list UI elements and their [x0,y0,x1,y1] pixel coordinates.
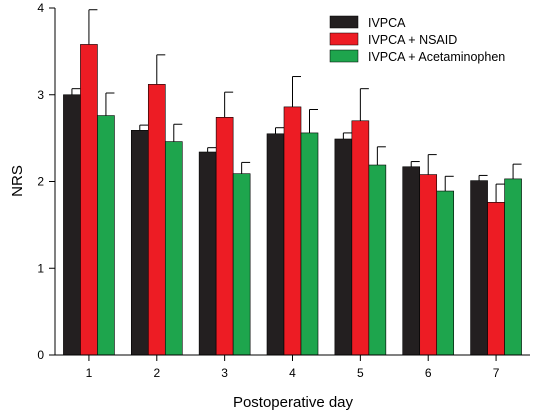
y-tick-label-0: 0 [37,348,44,362]
y-tick-label-3: 3 [37,88,44,102]
bar-3-day-6 [436,190,455,356]
y-axis-title: NRS [9,165,26,197]
legend-swatch-3 [329,49,359,63]
legend-swatch-1 [329,15,359,29]
bar-1-day-6 [402,166,421,356]
y-tick-label-2: 2 [37,175,44,189]
axes: 0 1 2 3 4 1 2 3 4 5 6 7 [37,1,530,380]
bar-2-day-3 [215,117,234,356]
x-tick-label-4: 4 [289,366,296,380]
bar-2-day-7 [487,202,505,356]
bar-2-day-5 [351,120,370,356]
bar-1-day-2 [130,130,149,356]
bar-2-day-1 [80,44,98,356]
bar-1-day-3 [198,151,217,356]
bar-3-day-5 [368,164,387,356]
bar-3-day-1 [97,115,115,356]
bar-1-day-4 [266,133,285,356]
bar-3-day-2 [164,141,183,356]
legend: IVPCA IVPCA + NSAID IVPCA + Acetaminophen [329,15,505,64]
legend-label-3: IVPCA + Acetaminophen [368,50,505,64]
y-tick-label-4: 4 [37,1,44,15]
bar-1-day-5 [334,138,353,356]
bar-1-day-7 [470,180,488,356]
legend-label-2: IVPCA + NSAID [368,33,457,47]
bar-2-day-4 [283,106,302,356]
legend-label-1: IVPCA [368,16,406,30]
x-tick-label-2: 2 [153,366,160,380]
x-axis-title: Postoperative day [233,394,354,411]
bar-3-day-3 [232,173,251,356]
x-tick-label-5: 5 [357,366,364,380]
x-tick-label-3: 3 [221,366,228,380]
legend-swatch-2 [329,32,359,46]
x-tick-label-1: 1 [86,366,93,380]
bar-2-day-2 [147,84,166,356]
bar-3-day-4 [300,132,319,356]
y-tick-label-1: 1 [37,261,44,275]
x-tick-label-6: 6 [425,366,432,380]
bar-2-day-6 [419,174,438,356]
bar-3-day-7 [504,178,522,356]
bar-1-day-1 [63,94,81,356]
x-tick-label-7: 7 [493,366,500,380]
